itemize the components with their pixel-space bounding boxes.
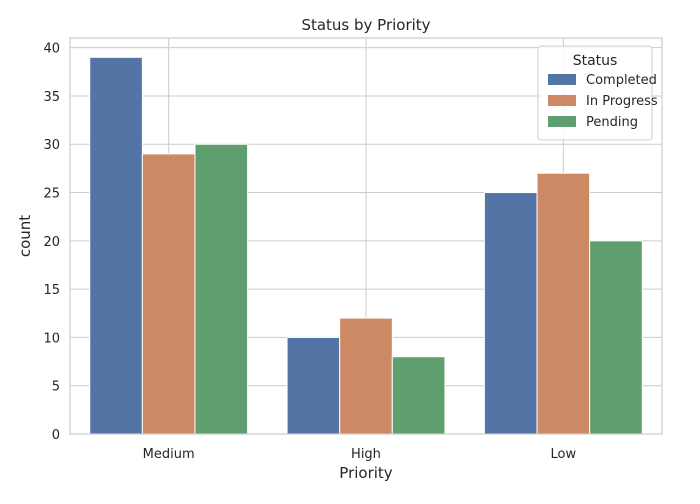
x-tick-label: High bbox=[351, 447, 381, 462]
bar-pending-low bbox=[589, 240, 643, 435]
legend-swatch-pending bbox=[548, 116, 576, 127]
bar-completed-high bbox=[286, 336, 341, 435]
y-tick-label: 25 bbox=[43, 187, 60, 202]
legend: Status Completed In Progress Pending bbox=[537, 45, 658, 141]
y-axis-title: count bbox=[16, 215, 34, 257]
bars bbox=[89, 56, 643, 435]
y-ticks: 0 5 10 15 20 25 30 35 40 bbox=[43, 42, 60, 443]
y-tick-label: 0 bbox=[52, 428, 60, 443]
legend-swatch-completed bbox=[548, 74, 576, 85]
legend-label: Completed bbox=[586, 73, 657, 88]
y-tick-label: 5 bbox=[52, 380, 60, 395]
bar-in-progress-high bbox=[339, 317, 393, 435]
plot-frame bbox=[69, 37, 663, 435]
y-tick-label: 15 bbox=[43, 283, 60, 298]
bar-pending-medium bbox=[194, 143, 249, 435]
bar-in-progress-medium bbox=[141, 153, 196, 435]
chart-title: Status by Priority bbox=[301, 16, 430, 34]
y-tick-label: 30 bbox=[43, 138, 60, 153]
bar-in-progress-low bbox=[536, 172, 591, 435]
x-axis-title: Priority bbox=[339, 464, 393, 482]
legend-swatch-in-progress bbox=[548, 95, 576, 106]
legend-label: Pending bbox=[586, 115, 638, 130]
bar-completed-medium bbox=[89, 56, 143, 435]
legend-title: Status bbox=[573, 53, 618, 69]
x-ticks: Medium High Low bbox=[143, 447, 577, 462]
y-tick-label: 20 bbox=[43, 235, 60, 250]
legend-label: In Progress bbox=[586, 94, 658, 109]
bar-completed-low bbox=[483, 192, 538, 435]
legend-items: Completed In Progress Pending bbox=[548, 73, 658, 130]
y-tick-label: 35 bbox=[43, 90, 60, 105]
x-tick-label: Medium bbox=[143, 447, 195, 462]
bar-pending-high bbox=[391, 356, 446, 435]
y-tick-label: 40 bbox=[43, 42, 60, 57]
x-tick-label: Low bbox=[551, 447, 577, 462]
y-tick-label: 10 bbox=[43, 331, 60, 346]
